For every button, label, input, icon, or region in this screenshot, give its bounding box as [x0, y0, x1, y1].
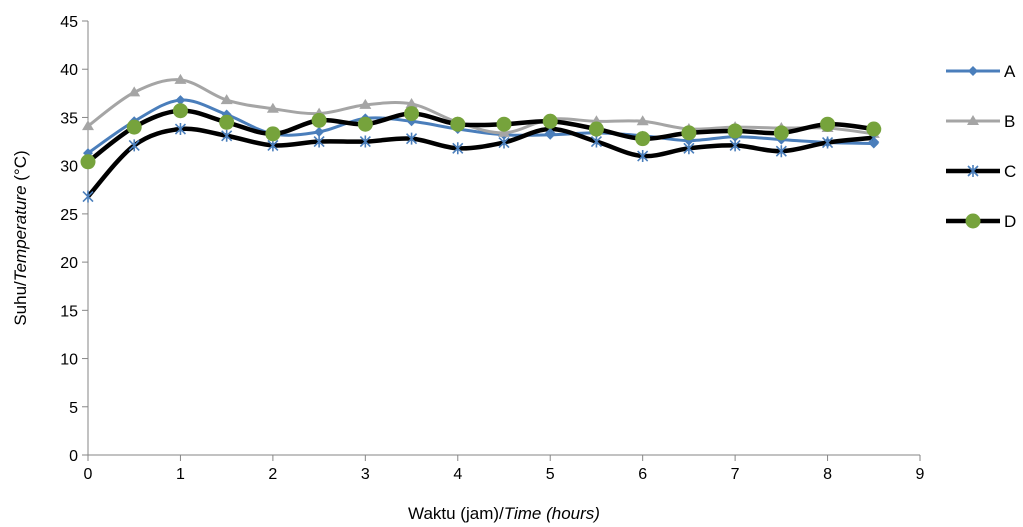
- data-point-b: [174, 73, 187, 84]
- x-tick-label: 9: [916, 466, 925, 483]
- legend-label: C: [1004, 162, 1016, 181]
- series-d: [80, 103, 882, 170]
- data-point-c: [313, 135, 325, 148]
- data-point-a: [175, 95, 186, 106]
- y-tick-label: 5: [69, 400, 78, 417]
- data-point-d: [80, 154, 96, 170]
- data-point-d: [635, 131, 651, 147]
- y-tick-label: 45: [60, 14, 78, 31]
- y-tick-label: 25: [60, 207, 78, 224]
- data-point-b: [128, 86, 141, 97]
- x-tick-label: 7: [731, 466, 740, 483]
- series-layer: [80, 73, 882, 203]
- legend-item-b: B: [946, 112, 1015, 131]
- data-point-d: [681, 125, 697, 141]
- data-point-c: [221, 129, 233, 142]
- data-point-d: [311, 112, 327, 128]
- y-ticks: 0 5 10 15 20 25 30 35 40 45: [60, 14, 88, 465]
- y-tick-label: 40: [60, 62, 78, 79]
- data-point-d: [265, 126, 281, 142]
- y-axis-title: Suhu/Temperature (°C): [11, 150, 30, 325]
- y-tick-label: 30: [60, 159, 78, 176]
- data-point-c: [775, 145, 787, 158]
- x-ticks: 0 1 2 3 4 5 6 7 8 9: [84, 455, 925, 483]
- data-point-b: [359, 98, 372, 109]
- data-point-d: [450, 116, 466, 132]
- y-axis-title-suffix: (°C): [11, 150, 30, 185]
- x-tick-label: 5: [546, 466, 555, 483]
- data-point-c: [637, 150, 649, 163]
- data-point-d: [820, 116, 836, 132]
- data-point-b: [82, 120, 94, 131]
- legend: A B C D: [946, 62, 1016, 231]
- data-point-d: [866, 121, 882, 137]
- legend-swatch-marker: [967, 115, 979, 125]
- data-point-c: [498, 136, 510, 149]
- data-point-d: [357, 116, 373, 132]
- data-point-c: [128, 139, 140, 152]
- x-tick-label: 4: [453, 466, 462, 483]
- y-tick-label: 35: [60, 110, 78, 127]
- x-axis-title-plain: Waktu (jam)/: [408, 504, 504, 523]
- data-point-d: [588, 121, 604, 137]
- y-axis-title-plain: Suhu/: [11, 281, 30, 326]
- data-point-b: [220, 94, 233, 105]
- x-tick-label: 3: [361, 466, 370, 483]
- legend-label: B: [1004, 112, 1015, 131]
- data-point-c: [729, 139, 741, 152]
- series-c: [82, 123, 880, 203]
- data-point-c: [359, 135, 371, 148]
- legend-label: D: [1004, 212, 1016, 231]
- x-axis-title: Waktu (jam)/Time (hours): [408, 504, 600, 523]
- x-tick-label: 6: [638, 466, 647, 483]
- x-tick-label: 2: [268, 466, 277, 483]
- x-tick-label: 1: [176, 466, 185, 483]
- x-tick-label: 8: [823, 466, 832, 483]
- data-point-d: [126, 119, 142, 135]
- data-point-b: [636, 115, 649, 126]
- data-point-c: [405, 132, 418, 145]
- y-axis-title-italic: Temperature: [11, 185, 30, 281]
- y-tick-label: 0: [69, 448, 78, 465]
- series-b: [82, 73, 880, 138]
- legend-item-c: C: [946, 162, 1016, 181]
- legend-swatch-marker: [965, 213, 981, 229]
- data-point-c: [82, 190, 94, 203]
- data-point-d: [496, 116, 512, 132]
- legend-item-a: A: [946, 62, 1016, 81]
- data-point-c: [452, 142, 464, 155]
- legend-item-d: D: [946, 212, 1016, 231]
- data-point-c: [267, 139, 279, 152]
- data-point-b: [266, 102, 279, 113]
- data-point-c: [174, 123, 187, 136]
- data-point-c: [683, 142, 695, 155]
- x-axis-title-italic: Time (hours): [504, 504, 600, 523]
- legend-swatch-marker: [967, 165, 979, 177]
- series-line-c: [86, 126, 875, 199]
- data-point-d: [773, 125, 789, 141]
- data-point-b: [405, 97, 418, 108]
- y-tick-label: 10: [60, 352, 78, 369]
- data-point-d: [219, 114, 235, 130]
- data-point-d: [404, 106, 420, 122]
- y-tick-label: 20: [60, 255, 78, 272]
- data-point-c: [590, 135, 603, 148]
- y-tick-label: 15: [60, 303, 78, 320]
- x-tick-label: 0: [84, 466, 93, 483]
- data-point-b: [498, 126, 510, 137]
- data-point-c: [821, 136, 834, 149]
- data-point-d: [172, 103, 188, 119]
- data-point-a: [314, 126, 325, 137]
- data-point-d: [727, 123, 743, 139]
- legend-label: A: [1004, 62, 1016, 81]
- legend-swatch-marker: [968, 66, 978, 76]
- data-point-d: [542, 113, 558, 129]
